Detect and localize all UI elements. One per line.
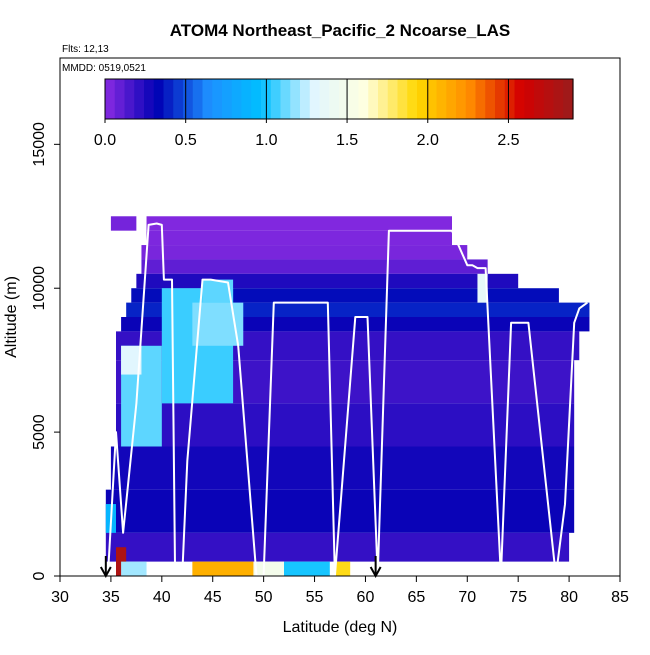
heatmap-cell (110, 216, 137, 231)
colorbar-tick-label: 1.0 (255, 132, 277, 149)
colorbar-gradient (105, 79, 574, 119)
colorbar-band (153, 79, 165, 119)
colorbar-band (563, 79, 574, 119)
heatmap-cell (284, 561, 330, 576)
heatmap-cell (253, 561, 284, 576)
colorbar-band (192, 79, 204, 119)
colorbar-tick-label: 2.5 (497, 132, 519, 149)
x-tick-label: 65 (407, 589, 425, 606)
x-tick-label: 45 (204, 589, 222, 606)
colorbar-band (543, 79, 555, 119)
x-tick-label: 70 (458, 589, 476, 606)
colorbar-band (387, 79, 399, 119)
heatmap-cell (131, 288, 559, 303)
colorbar-band (436, 79, 447, 119)
heatmap-cell (146, 216, 452, 231)
colorbar-band (212, 79, 223, 119)
x-tick-label: 40 (153, 589, 171, 606)
plot-frame (59, 57, 621, 577)
colorbar-band (475, 79, 486, 119)
x-tick-label: 50 (255, 589, 273, 606)
y-tick-label: 0 (31, 571, 48, 580)
colorbar-band (114, 79, 126, 119)
x-tick-label: 35 (102, 589, 120, 606)
heatmap-cell (202, 279, 234, 303)
heatmap-cell (141, 245, 468, 260)
y-axis-label: Altitude (m) (3, 276, 20, 358)
dates-annotation: MMDD: 0519,0521 (62, 63, 146, 74)
colorbar-band (329, 79, 340, 119)
colorbar-band (319, 79, 330, 119)
colorbar-band (183, 79, 194, 119)
colorbar-band (465, 79, 477, 119)
colorbar-band (144, 79, 155, 119)
heatmap-cell (121, 561, 147, 576)
colorbar-band (124, 79, 135, 119)
x-tick-label: 55 (306, 589, 324, 606)
colorbar-band (378, 79, 389, 119)
y-tick-label: 5000 (31, 414, 48, 450)
x-tick-label: 60 (357, 589, 375, 606)
colorbar-band (202, 79, 213, 119)
x-axis-label: Latitude (deg N) (283, 619, 398, 636)
y-tick-label: 10000 (31, 266, 48, 311)
colorbar-band (368, 79, 379, 119)
colorbar-band (270, 79, 282, 119)
x-tick-label: 30 (51, 589, 69, 606)
colorbar-band (446, 79, 457, 119)
colorbar-band (397, 79, 408, 119)
heatmap-cell (334, 561, 351, 576)
heatmap-cell (477, 273, 488, 303)
heatmap-cell (121, 345, 142, 375)
colorbar-band (251, 79, 262, 119)
colorbar-band (495, 79, 506, 119)
colorbar-band (105, 79, 116, 119)
y-axis: 0 5000 10000 15000 (31, 122, 60, 580)
colorbar-band (426, 79, 438, 119)
colorbar-band (173, 79, 184, 119)
colorbar-band (407, 79, 418, 119)
colorbar-ticks: 0.0 0.5 1.0 1.5 2.0 2.5 (94, 79, 520, 149)
colorbar-band (348, 79, 360, 119)
flights-annotation: Flts: 12,13 (62, 44, 109, 55)
colorbar-band (456, 79, 467, 119)
colorbar-tick-label: 0.0 (94, 132, 116, 149)
flight-track-line (106, 222, 588, 577)
x-tick-label: 85 (611, 589, 629, 606)
heatmap-cell (141, 259, 488, 274)
colorbar-band (504, 79, 516, 119)
colorbar-band (300, 79, 311, 119)
colorbar-band (290, 79, 301, 119)
heatmap-cell (146, 230, 452, 246)
colorbar: 0.0 0.5 1.0 1.5 2.0 2.5 (94, 78, 574, 149)
heatmap-cell (136, 273, 519, 289)
x-axis: 30 35 40 45 50 55 60 65 70 75 80 85 (51, 576, 629, 606)
colorbar-tick-label: 0.5 (175, 132, 197, 149)
chart-title: ATOM4 Northeast_Pacific_2 Ncoarse_LAS (170, 21, 510, 40)
colorbar-tick-label: 1.5 (336, 132, 358, 149)
colorbar-band (339, 79, 350, 119)
colorbar-band (241, 79, 252, 119)
x-tick-label: 80 (560, 589, 578, 606)
colorbar-band (309, 79, 321, 119)
colorbar-band (222, 79, 233, 119)
colorbar-band (358, 79, 369, 119)
colorbar-band (485, 79, 496, 119)
heatmap-cell (192, 561, 254, 576)
colorbar-band (163, 79, 174, 119)
colorbar-band (553, 79, 564, 119)
x-tick-label: 75 (509, 589, 527, 606)
colorbar-band (524, 79, 535, 119)
flight-track (106, 222, 588, 577)
colorbar-tick-label: 2.0 (417, 132, 439, 149)
y-tick-label: 15000 (31, 122, 48, 167)
colorbar-band (280, 79, 291, 119)
colorbar-band (514, 79, 525, 119)
heatmap (105, 216, 590, 576)
colorbar-band (134, 79, 145, 119)
colorbar-band (417, 79, 428, 119)
colorbar-band (231, 79, 243, 119)
colorbar-band (534, 79, 545, 119)
